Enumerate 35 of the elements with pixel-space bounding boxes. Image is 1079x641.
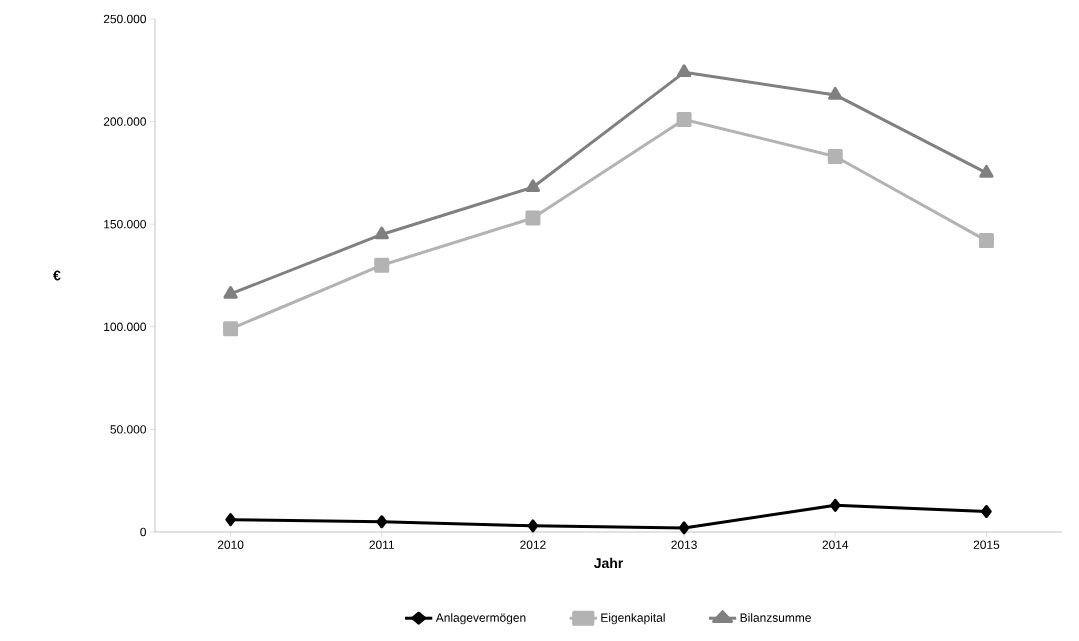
point [525, 179, 541, 193]
legend-label: Anlagevermögen [435, 613, 526, 625]
y-tick-label: 250.000 [103, 14, 147, 24]
point [981, 504, 992, 518]
point [223, 285, 238, 299]
point [827, 148, 843, 164]
y-tick-label: 50.000 [110, 425, 147, 434]
y-tick-label: 100.000 [104, 322, 147, 332]
point [374, 257, 390, 273]
point [376, 515, 387, 529]
legend-label: Eigenkapital [601, 613, 665, 625]
point [525, 210, 541, 226]
y-tick-label: 0 [140, 527, 147, 537]
point [979, 164, 994, 178]
x-tick-label: 2015 [973, 540, 1000, 549]
y-tick-label: 150.000 [104, 219, 147, 229]
point [676, 112, 692, 128]
point [223, 321, 239, 337]
x-tick-label: 2010 [217, 540, 244, 549]
point [978, 233, 994, 249]
point [374, 226, 389, 240]
x-tick-label: 2013 [671, 540, 697, 549]
x-tick-label: 2014 [822, 540, 849, 549]
point [830, 498, 841, 512]
point [225, 513, 236, 527]
x-tick-label: 2012 [520, 540, 546, 549]
legend-label: Bilanzsumme [740, 613, 811, 622]
x-axis-title: Jahr [593, 557, 624, 569]
x-tick-label: 2011 [369, 540, 395, 549]
point [676, 64, 692, 78]
point [678, 521, 690, 535]
y-tick-label: 200.000 [103, 117, 147, 126]
point [527, 519, 539, 533]
point [828, 86, 843, 100]
y-axis-title: € [53, 270, 61, 281]
